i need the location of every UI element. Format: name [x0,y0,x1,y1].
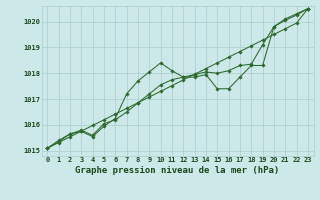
X-axis label: Graphe pression niveau de la mer (hPa): Graphe pression niveau de la mer (hPa) [76,166,280,175]
